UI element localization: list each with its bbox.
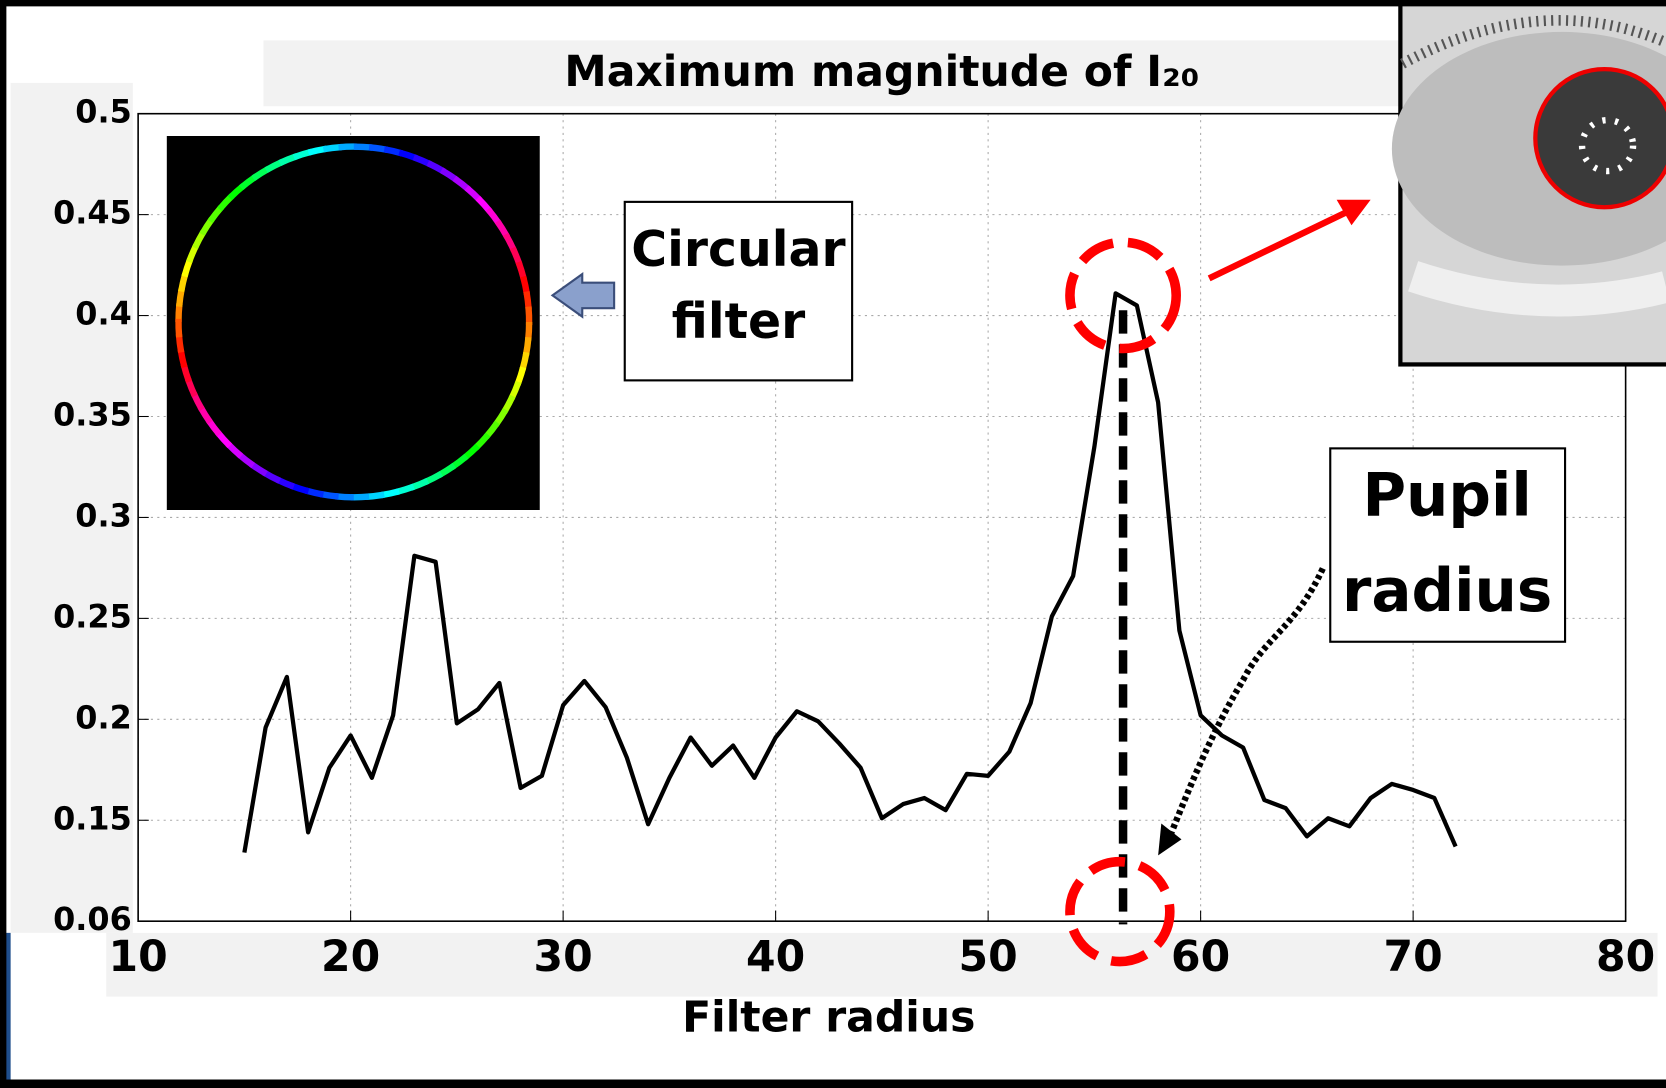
y-tick-label: 0.3 [75, 496, 131, 534]
annotation: radius [1342, 557, 1552, 626]
y-label-backdrop [10, 82, 133, 933]
y-tick-label: 0.5 [75, 93, 131, 131]
x-tick-label: 70 [1384, 933, 1443, 982]
y-tick-label: 0.06 [53, 900, 132, 938]
eye-image [1391, 0, 1666, 367]
arrow-head [1158, 823, 1182, 856]
axis-box [137, 112, 1627, 922]
y-tick-label: 0.45 [53, 194, 132, 232]
data-line [242, 291, 1458, 853]
title-backdrop [263, 40, 1411, 107]
x-tick-label: 80 [1596, 933, 1655, 982]
annotation: Circular [631, 221, 845, 278]
y-tick-label: 0.25 [53, 597, 132, 635]
y-tick-label: 0.15 [53, 799, 132, 837]
x-tick-label: 10 [109, 933, 168, 982]
annotation: Pupil [1362, 461, 1531, 530]
ring-segment [175, 318, 183, 338]
chart-title: Maximum magnitude of I₂₀ [564, 48, 1199, 97]
filter-image [166, 136, 540, 510]
y-tick-label: 0.4 [75, 295, 131, 333]
annotation-box [1329, 447, 1567, 643]
x-tick-label: 30 [534, 933, 593, 982]
radius-circle [1065, 856, 1175, 967]
peak-circle [1065, 237, 1181, 354]
block-arrow [550, 272, 616, 319]
y-tick-label: 0.2 [75, 698, 131, 736]
annotation-box [623, 200, 854, 382]
x-tick-label: 40 [746, 933, 805, 982]
x-tick-label: 20 [321, 933, 380, 982]
arrow-head [1336, 199, 1371, 226]
x-tick-label: 50 [959, 933, 1018, 982]
dotted-arrow [1165, 567, 1326, 841]
x-label-backdrop [106, 932, 1658, 997]
annotation: filter [672, 293, 806, 350]
y-tick-label: 0.35 [53, 396, 132, 434]
x-axis-label: Filter radius [682, 994, 975, 1043]
x-tick-label: 60 [1171, 933, 1230, 982]
red-arrow [1207, 205, 1357, 282]
